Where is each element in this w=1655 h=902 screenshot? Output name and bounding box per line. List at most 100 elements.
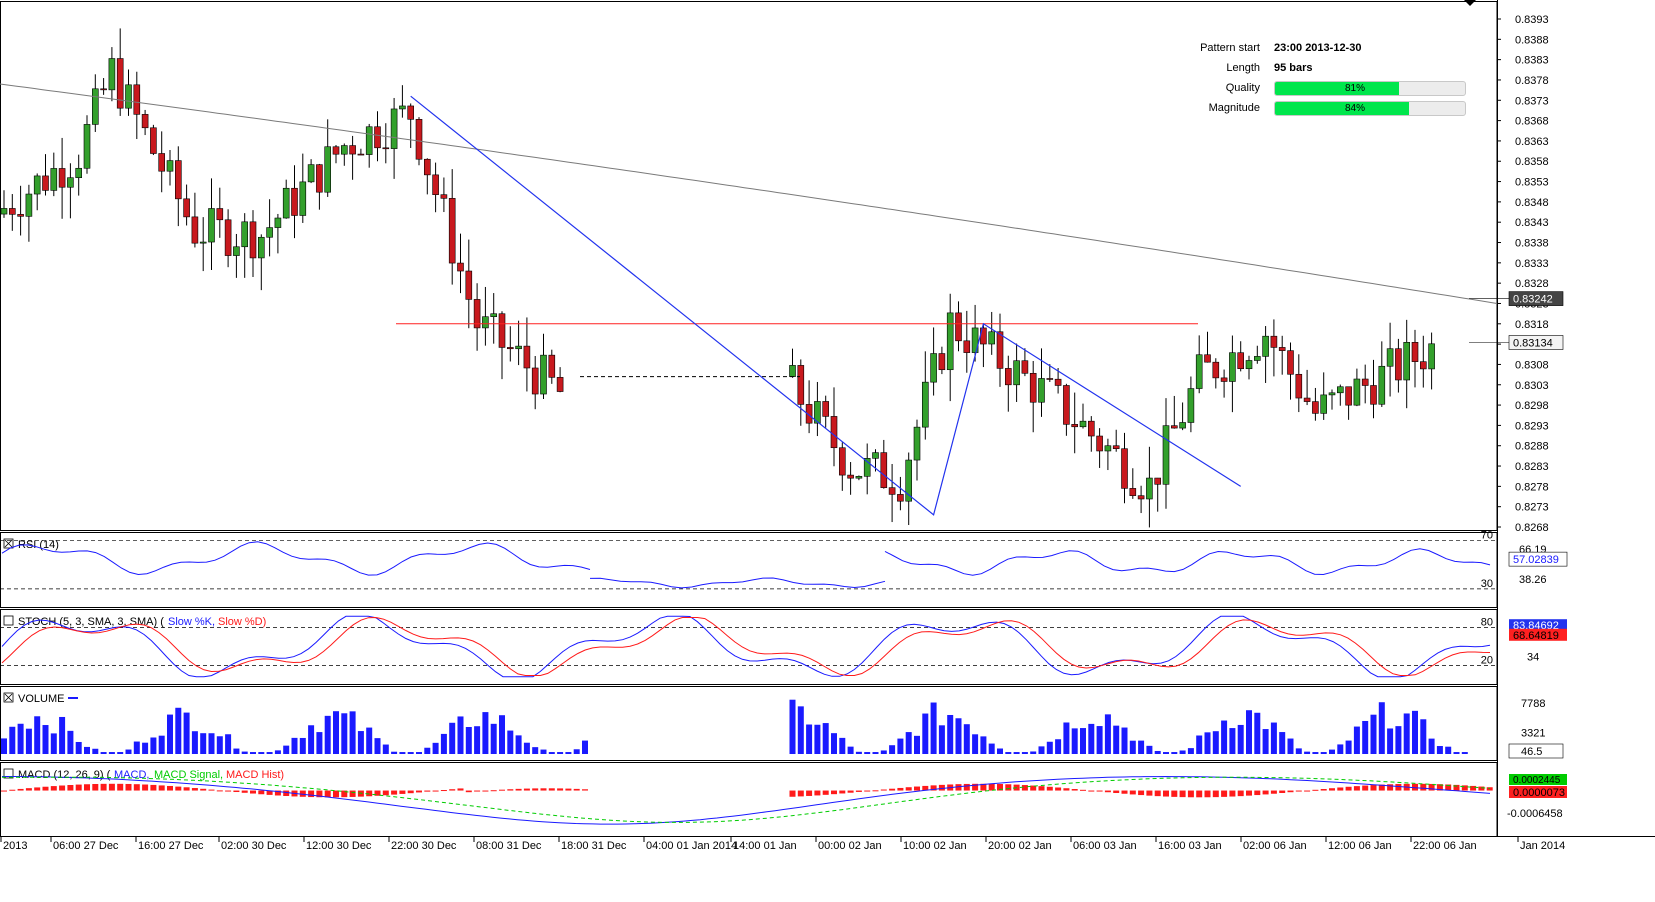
bull-candle [1195, 354, 1203, 389]
bull-candle [1386, 348, 1394, 367]
macd-hist-bar [872, 790, 879, 792]
macd-hist-bar [50, 786, 57, 791]
time-tick-label: 12:00 06 Jan [1328, 840, 1392, 852]
price-tick-label: 0.8358 [1515, 156, 1549, 168]
price-tick-label: 0.8308 [1515, 359, 1549, 371]
bull-candle [365, 126, 373, 155]
price-tick-label: 0.8268 [1515, 522, 1549, 534]
bull-candle [1038, 378, 1045, 403]
volume-bar [1088, 723, 1095, 754]
macd-hist-bar [855, 790, 862, 792]
macd-hist-bar [972, 783, 979, 791]
volume-bar [299, 737, 306, 754]
bear-candle [1345, 386, 1352, 406]
bear-candle [1129, 488, 1137, 496]
macd-hist-bar [1096, 790, 1103, 792]
macd-hist-bar [922, 785, 929, 791]
volume-bar [1046, 741, 1053, 754]
volume-bar [1237, 724, 1244, 754]
macd-hist-bar [1246, 790, 1252, 796]
bear-candle [58, 168, 66, 188]
bear-candle [224, 219, 232, 256]
volume-bar [457, 716, 464, 754]
macd-hist-bar [1312, 789, 1319, 791]
time-tick-label: 12:00 30 Dec [306, 840, 372, 852]
bear-candle [1029, 372, 1037, 403]
volume-bar [250, 752, 256, 754]
macd-hist-bar [67, 785, 74, 791]
bull-candle [1013, 360, 1020, 386]
volume-bar [233, 748, 240, 754]
stoch-d-legend: Slow %D) [218, 616, 266, 628]
macd-hist-bar [1287, 790, 1294, 793]
bull-candle [814, 401, 821, 424]
candles-group [0, 28, 1435, 528]
macd-hist-bar [250, 790, 256, 794]
volume-bar [1113, 725, 1120, 754]
volume-bar [1038, 746, 1045, 754]
bull-candle [872, 452, 879, 459]
volume-bar [1279, 732, 1286, 754]
macd-hist-bar [1138, 790, 1145, 796]
time-tick-label: 08:00 31 Dec [476, 840, 542, 852]
volume-bar [532, 747, 539, 754]
bear-candle [175, 160, 182, 200]
bull-candle [905, 459, 913, 502]
macd-hist-bar [930, 785, 937, 791]
volume-bar [947, 714, 954, 754]
macd-hist-bar [988, 783, 995, 791]
time-tick-label: 04:00 01 Jan 2014 [646, 840, 737, 852]
macd-hist-bar [1146, 790, 1153, 796]
bear-candle [249, 221, 257, 259]
time-tick-label: 06:00 03 Jan [1073, 840, 1137, 852]
volume-bar [557, 752, 564, 754]
volume-bar [17, 723, 24, 754]
macd-title: MACD (12, 26, 9) (MACD, MACD Signal, MACD … [3, 768, 284, 781]
bear-candle [133, 84, 141, 115]
quality-label: Quality [1225, 82, 1260, 94]
macd-hist-bar [1345, 786, 1352, 791]
bear-candle [996, 331, 1004, 369]
bear-candle [1220, 377, 1228, 382]
volume-bar [523, 742, 530, 754]
macd-hist-bar [980, 783, 987, 791]
bull-candle [1337, 386, 1344, 394]
volume-bar [25, 728, 32, 754]
volume-bar [797, 706, 804, 754]
bull-candle [233, 246, 240, 256]
bull-candle [971, 327, 979, 353]
macd-hist-bar [789, 790, 796, 797]
time-tick-label: 16:00 03 Jan [1158, 840, 1222, 852]
volume-bar [1129, 740, 1136, 754]
volume-bar [1362, 720, 1369, 754]
macd-hist-bar [1038, 786, 1045, 791]
volume-bar [316, 732, 323, 754]
length-value: 95 bars [1274, 62, 1313, 74]
volume-bar [1229, 728, 1236, 754]
volume-bar [1403, 713, 1410, 754]
price-tick-label: 0.8318 [1515, 319, 1549, 331]
macd-hist-bar [963, 783, 970, 791]
time-tick-label: 02:00 30 Dec [221, 840, 287, 852]
bear-candle [150, 127, 157, 154]
stoch-k-box [1509, 619, 1567, 632]
pattern-start-value: 23:00 2013-12-30 [1274, 42, 1362, 54]
bear-candle [1370, 385, 1377, 405]
rsi-level-label: 70 [1481, 529, 1493, 541]
macd-hist-bar [349, 790, 356, 797]
macd-hist-bar [366, 790, 373, 797]
macd-signal-legend: MACD Signal, [154, 769, 223, 781]
macd-hist-bar [1088, 790, 1095, 792]
macd-hist-bar [515, 788, 522, 791]
macd-hist-bar [523, 788, 530, 791]
volume-bar [988, 743, 995, 754]
volume-bar [142, 742, 149, 754]
volume-bar [50, 733, 57, 754]
bear-candle [1295, 373, 1303, 399]
macd-hist-bar [133, 784, 140, 791]
stoch-label-mid: 34 [1527, 652, 1539, 664]
quality-bar: 81% [1274, 81, 1466, 96]
bear-candle [357, 153, 365, 156]
macd-hist-bar [540, 788, 547, 791]
